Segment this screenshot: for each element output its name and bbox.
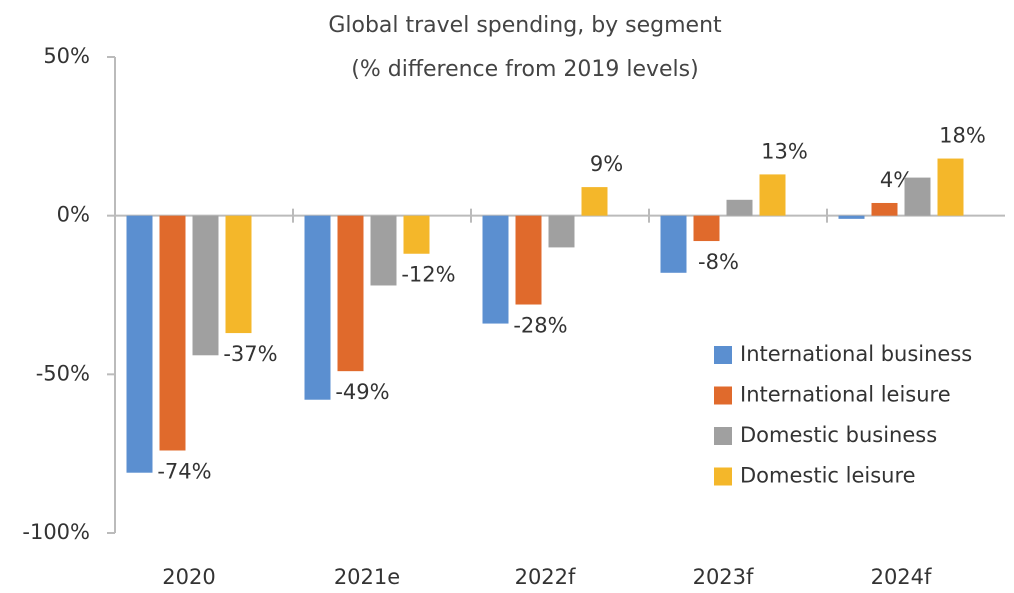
bar [838,215,865,219]
legend-swatch [714,467,732,486]
data-label: 9% [590,152,623,176]
data-label: 18% [939,124,986,148]
bar [403,215,430,254]
bar [871,202,898,216]
legend-swatch [714,427,732,445]
bar [225,215,252,334]
data-label: -74% [157,459,211,483]
bar [370,215,397,286]
x-tick-label: 2020 [162,565,215,589]
chart-subtitle: (% difference from 2019 levels) [351,57,698,82]
y-tick-label: 50% [43,44,90,68]
legend-swatch [714,346,732,364]
y-tick-label: -100% [22,520,90,544]
y-tick-label: -50% [36,361,90,385]
data-label: -37% [223,342,277,366]
data-label: -12% [401,263,455,287]
bar [482,215,509,324]
data-label: -8% [698,250,739,274]
bar [515,215,542,305]
chart-title: Global travel spending, by segment [328,13,722,38]
bar [337,215,364,372]
bar [693,215,720,242]
x-tick-label: 2021e [334,565,400,589]
legend-label: International business [740,342,972,366]
x-tick-label: 2022f [515,565,576,589]
bar [159,215,186,451]
y-tick-label: 0% [57,203,90,227]
bar [192,215,219,356]
bar [937,158,964,216]
x-tick-label: 2023f [693,565,754,589]
legend-label: Domestic leisure [740,464,916,488]
data-label: -28% [513,314,567,338]
bar [660,215,687,273]
data-label: 13% [761,139,808,163]
x-tick-label: 2024f [871,565,932,589]
bar [304,215,331,400]
legend-label: Domestic business [740,423,937,447]
bar [904,177,931,216]
bar [126,215,153,473]
legend-label: International leisure [740,383,951,407]
bar [581,187,608,216]
bar [726,199,753,216]
legend-swatch [714,386,732,405]
bar [759,174,786,216]
bar [548,215,575,248]
data-label: -49% [335,380,389,404]
